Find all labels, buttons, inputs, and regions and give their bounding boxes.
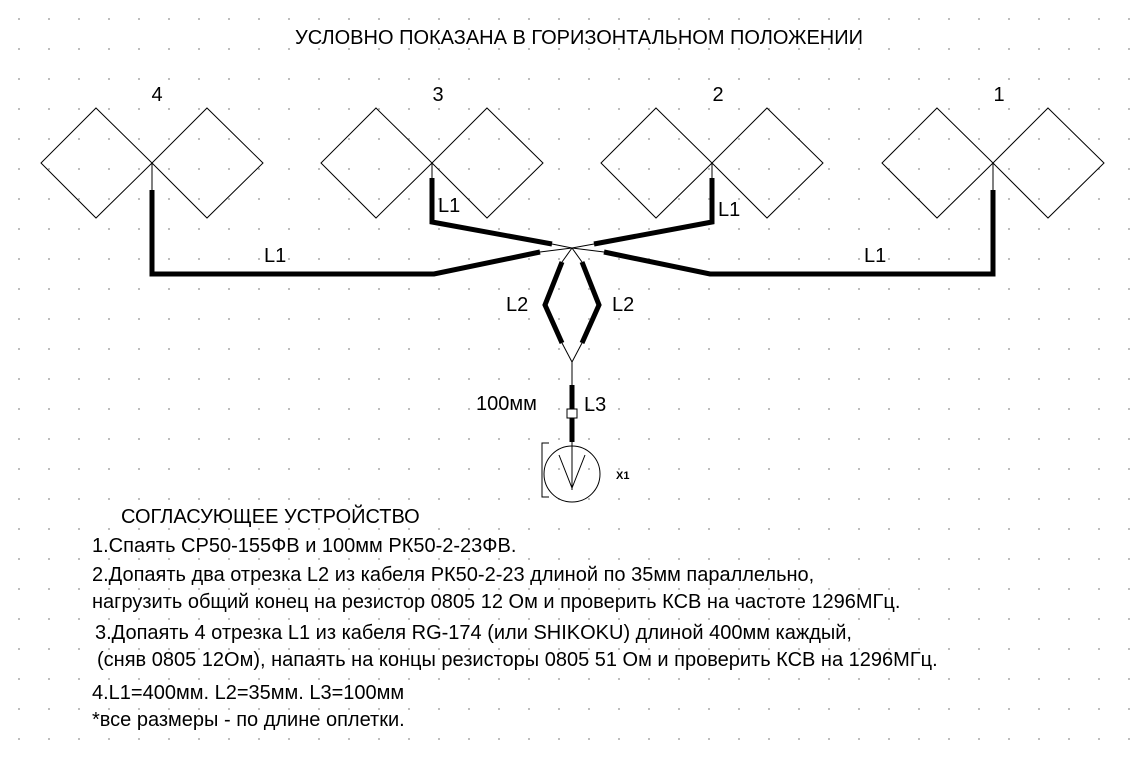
junction-wires bbox=[539, 243, 605, 263]
l1-label-right: L1 bbox=[864, 245, 886, 267]
diagram-title: УСЛОВНО ПОКАЗАНА В ГОРИЗОНТАЛЬНОМ ПОЛОЖЕ… bbox=[295, 27, 863, 49]
note-step-3-line-2: (сняв 0805 12Ом), напаять на концы резис… bbox=[97, 649, 938, 671]
l2-cable-right bbox=[579, 261, 602, 345]
antenna-number-1: 1 bbox=[993, 84, 1004, 106]
antenna-number-2: 2 bbox=[712, 84, 723, 106]
l2-merge-wires bbox=[561, 342, 583, 385]
note-step-2-line-1: 2.Допаять два отрезка L2 из кабеля РК50-… bbox=[92, 564, 815, 586]
connector-ref-label: X1 bbox=[616, 470, 629, 482]
antenna-number-4: 4 bbox=[151, 84, 162, 106]
l1-label-antenna-2: L1 bbox=[718, 199, 740, 221]
l2-cable-left bbox=[542, 261, 565, 345]
l1-label-antenna-3: L1 bbox=[438, 195, 460, 217]
l1-cable-to-antenna-2 bbox=[593, 178, 715, 247]
l1-cable-to-antenna-3 bbox=[429, 178, 553, 247]
l2-label-left: L2 bbox=[506, 294, 528, 316]
biquad-antenna-4 bbox=[40, 107, 264, 219]
l3-length-label: 100мм bbox=[476, 393, 537, 415]
coax-connector-x1-icon bbox=[541, 442, 601, 503]
l1-label-left: L1 bbox=[264, 245, 286, 267]
notes-heading: СОГЛАСУЮЩЕЕ УСТРОЙСТВО bbox=[121, 506, 420, 528]
note-step-1: 1.Спаять СР50-155ФВ и 100мм РК50-2-23ФВ. bbox=[92, 535, 517, 557]
load-resistor-marker bbox=[566, 408, 578, 419]
biquad-antenna-1 bbox=[881, 107, 1105, 219]
note-step-4: 4.L1=400мм. L2=35мм. L3=100мм bbox=[92, 682, 405, 704]
note-step-3-line-1: 3.Допаять 4 отрезка L1 из кабеля RG-174 … bbox=[95, 622, 852, 644]
note-step-2-line-2: нагрузить общий конец на резистор 0805 1… bbox=[92, 591, 901, 613]
l2-label-right: L2 bbox=[612, 294, 634, 316]
antenna-number-3: 3 bbox=[432, 84, 443, 106]
l3-label: L3 bbox=[584, 394, 606, 416]
l1-cable-to-antenna-4 bbox=[149, 190, 541, 277]
note-footnote: *все размеры - по длине оплетки. bbox=[92, 709, 405, 731]
biquad-antenna-3 bbox=[320, 107, 544, 219]
biquad-antenna-2 bbox=[600, 107, 824, 219]
l1-cable-to-antenna-1 bbox=[603, 190, 996, 277]
